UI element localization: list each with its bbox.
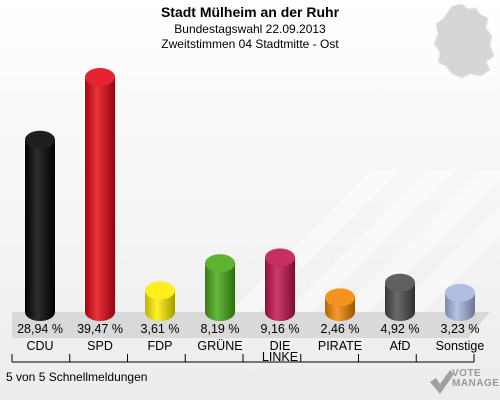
bar-top: [445, 283, 475, 302]
floor-stripe: [285, 170, 455, 312]
vote-manager-logo-text: VOTE MANAGER: [452, 369, 500, 389]
logo-line-vote: VOTE: [452, 368, 482, 379]
bar-top: [25, 130, 55, 149]
bar-body: [205, 263, 235, 321]
vote-manager-logo: [430, 370, 454, 394]
category-label: PIRATE: [318, 339, 362, 353]
reports-footnote: 5 von 5 Schnellmeldungen: [6, 370, 148, 384]
chart-subtitle-district: Zweitstimmen 04 Stadtmitte - Ost: [161, 37, 339, 51]
category-label: AfD: [390, 339, 411, 353]
bar-fdp: [145, 281, 175, 321]
value-label: 28,94 %: [17, 322, 63, 336]
axis-ticks-group: [11, 354, 475, 363]
chart-subtitle: Bundestagswahl 22.09.2013: [174, 22, 326, 36]
value-label: 9,16 %: [261, 322, 300, 336]
bar-top: [325, 288, 355, 307]
category-label: Sonstige: [436, 339, 485, 353]
bar-top: [85, 68, 115, 87]
germany-map-icon: [433, 3, 495, 79]
bar-afd: [385, 273, 415, 321]
category-label: SPD: [87, 339, 113, 353]
value-label: 3,23 %: [441, 322, 480, 336]
bar-cdu: [25, 130, 55, 321]
value-labels-group: 28,94 % 39,47 % 3,61 % 8,19 % 9,16 % 2,46 % 4,…: [17, 322, 479, 336]
bar-body: [25, 139, 55, 321]
category-label: GRÜNE: [197, 339, 242, 353]
category-label: CDU: [26, 339, 53, 353]
bar-spd: [85, 68, 115, 321]
floor-stripe: [395, 207, 500, 312]
bar-top: [205, 254, 235, 273]
floor-stripe: [340, 170, 500, 312]
chart-floor: [12, 312, 490, 338]
bars-group: [25, 68, 475, 321]
bar-sonstige: [445, 283, 475, 321]
value-label: 4,92 %: [381, 322, 420, 336]
bar-grüne: [205, 254, 235, 321]
bar-pirate: [325, 288, 355, 321]
logo-line-manager: MANAGER: [452, 378, 500, 389]
category-labels-group: CDU SPD FDP GRÜNE DIE LINKE PIRATE AfD Sonstige: [26, 339, 484, 364]
bar-body: [265, 257, 295, 321]
logo-check-icon: [430, 370, 454, 394]
value-label: 39,47 %: [77, 322, 123, 336]
bar-top: [385, 273, 415, 292]
category-label: FDP: [148, 339, 173, 353]
bar-top: [265, 248, 295, 267]
value-label: 8,19 %: [201, 322, 240, 336]
bar-die-linke: [265, 248, 295, 321]
bar-top: [145, 281, 175, 300]
chart-title: Stadt Mülheim an der Ruhr: [160, 4, 340, 20]
bar-body: [385, 282, 415, 321]
value-label: 3,61 %: [141, 322, 180, 336]
bar-body: [85, 77, 115, 321]
value-label: 2,46 %: [321, 322, 360, 336]
category-label: DIE LINKE: [262, 339, 298, 364]
